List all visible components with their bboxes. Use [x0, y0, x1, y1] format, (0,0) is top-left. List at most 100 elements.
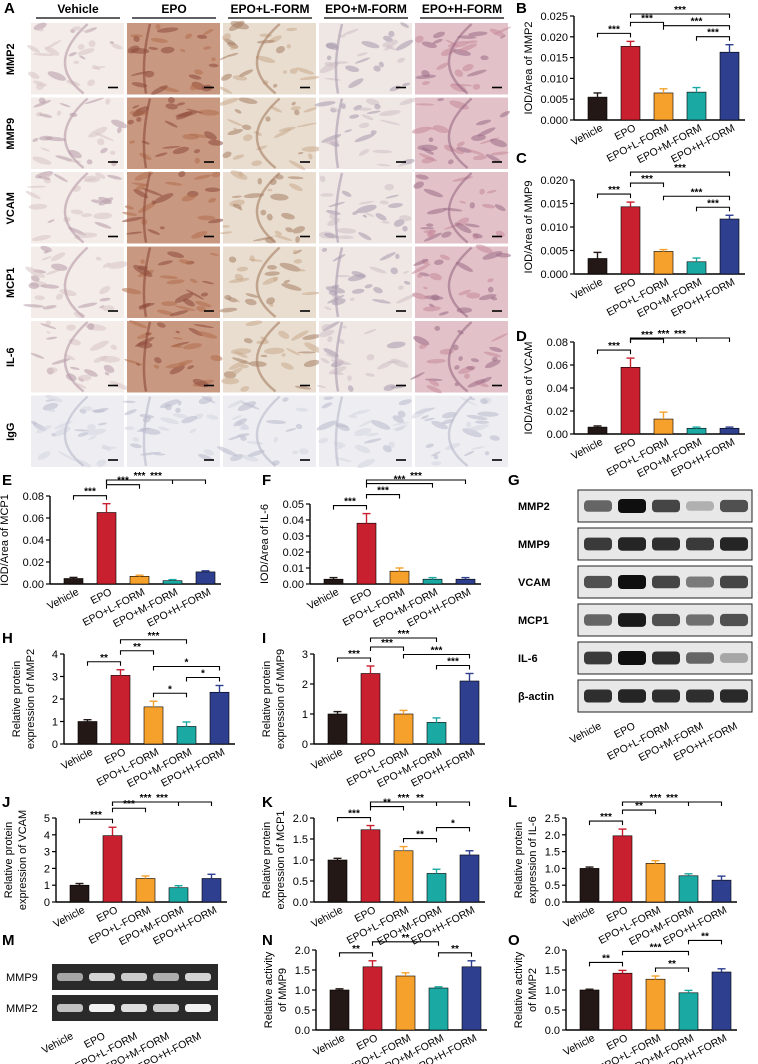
zymogram-band [153, 973, 179, 981]
significance-label: *** [674, 329, 686, 340]
x-tick-label: Vehicle [309, 904, 345, 931]
significance-label: ** [416, 793, 424, 804]
significance-label: *** [156, 793, 168, 804]
panel-letter-c: C [516, 150, 527, 167]
significance-bracket [119, 639, 188, 644]
significance-bracket [111, 807, 147, 813]
blot-band [720, 575, 748, 589]
y-tick-label: 0 [52, 739, 58, 751]
significance-label: *** [608, 185, 620, 196]
x-tick-label: Vehicle [561, 904, 597, 931]
y-tick-label: 0.0 [293, 897, 308, 909]
bar [362, 966, 383, 1031]
bar [329, 989, 350, 1031]
significance-bracket [596, 349, 632, 355]
micrograph-tile [122, 395, 220, 467]
bar [389, 570, 410, 585]
significance-bracket [336, 817, 372, 822]
significance-bracket [629, 182, 665, 188]
significance-bracket [621, 950, 690, 956]
micrograph-tile [410, 321, 509, 394]
significance-bracket [72, 495, 108, 500]
significance-label: ** [402, 933, 410, 944]
micrograph-tile [221, 320, 322, 393]
blot-lane-label: Vehicle [568, 720, 604, 747]
y-tick-label: 0.03 [283, 531, 304, 543]
bar [422, 578, 443, 585]
zymogram-band [121, 973, 147, 981]
bar [356, 522, 377, 585]
bar [587, 96, 608, 121]
significance-label: *** [600, 812, 612, 823]
y-tick-label: 0.02 [283, 547, 304, 559]
significance-label: *** [641, 330, 653, 341]
y-tick-label: 1.0 [295, 985, 310, 997]
x-tick-label: Vehicle [569, 122, 605, 149]
bar [711, 879, 732, 903]
y-tick-label: 0.08 [23, 491, 44, 503]
y-tick-label: 0.005 [540, 94, 568, 106]
panel-letter-d: D [516, 328, 527, 345]
panel-letter-g: G [508, 472, 520, 489]
bar [579, 868, 600, 903]
bar [678, 992, 699, 1031]
zymogram-band [57, 973, 83, 981]
significance-label: *** [90, 810, 102, 821]
bar [327, 859, 348, 903]
significance-label: *** [398, 629, 410, 640]
blot-row-label: MMP2 [518, 501, 550, 513]
significance-bracket [105, 479, 207, 484]
significance-bracket [596, 193, 632, 199]
blot-band [618, 499, 646, 513]
significance-bracket [365, 479, 467, 484]
chart-n-mmp9-activity: 0.0 0.5 1.0 1.5 2.0 Relative activity of MMP9 V… [263, 933, 487, 1064]
y-tick-label: 2.0 [545, 830, 560, 842]
y-axis-label: IOD/Area of MMP2 [523, 22, 535, 115]
blot-band [652, 613, 680, 627]
micrograph-tile [411, 395, 508, 467]
bar [579, 989, 600, 1031]
significance-label: *** [398, 793, 410, 804]
bar [587, 258, 608, 275]
y-tick-label: 0.0 [295, 1025, 310, 1037]
significance-bracket [588, 961, 624, 967]
y-tick-label: 0.000 [540, 115, 568, 127]
significance-bracket [588, 820, 624, 826]
bar [168, 887, 189, 903]
y-tick-label: 3 [44, 847, 50, 859]
bar [129, 576, 150, 585]
chart-o-mmp2-activity: 0.0 0.5 1.0 1.5 2.0 Relative activity of MMP2 V… [513, 931, 737, 1064]
blot-row-label: VCAM [518, 577, 550, 589]
bar [645, 863, 666, 903]
bar [612, 972, 633, 1031]
panel-letter-n: N [262, 932, 273, 949]
y-tick-label: 0.020 [540, 32, 568, 44]
significance-label: *** [658, 329, 670, 340]
bar [428, 987, 449, 1031]
micrograph-tile [319, 246, 417, 318]
panel-letter-h: H [2, 630, 13, 647]
y-tick-label: 0.02 [23, 557, 44, 569]
micrograph-tile [413, 172, 508, 244]
y-tick-label: 2 [44, 863, 50, 875]
significance-bracket [402, 838, 438, 843]
row-label: VCAM [5, 192, 17, 224]
y-tick-label: 1.0 [293, 855, 308, 867]
y-tick-label: 0.025 [540, 11, 568, 23]
panel-letter-j: J [2, 794, 11, 811]
significance-bracket [371, 941, 440, 946]
significance-label: *** [123, 799, 135, 810]
significance-bracket [629, 171, 731, 177]
significance-bracket [369, 637, 438, 642]
significance-bracket [336, 657, 372, 662]
micrograph-tile [316, 395, 412, 469]
y-tick-label: 2.0 [545, 945, 560, 957]
blot-band [686, 689, 714, 703]
significance-label: *** [344, 497, 356, 508]
zymogram-band [185, 1004, 211, 1012]
significance-label: ** [451, 944, 459, 955]
significance-label: *** [348, 649, 360, 660]
significance-label: ** [701, 931, 709, 942]
micrograph-tile [23, 245, 129, 319]
significance-bracket [152, 665, 221, 671]
